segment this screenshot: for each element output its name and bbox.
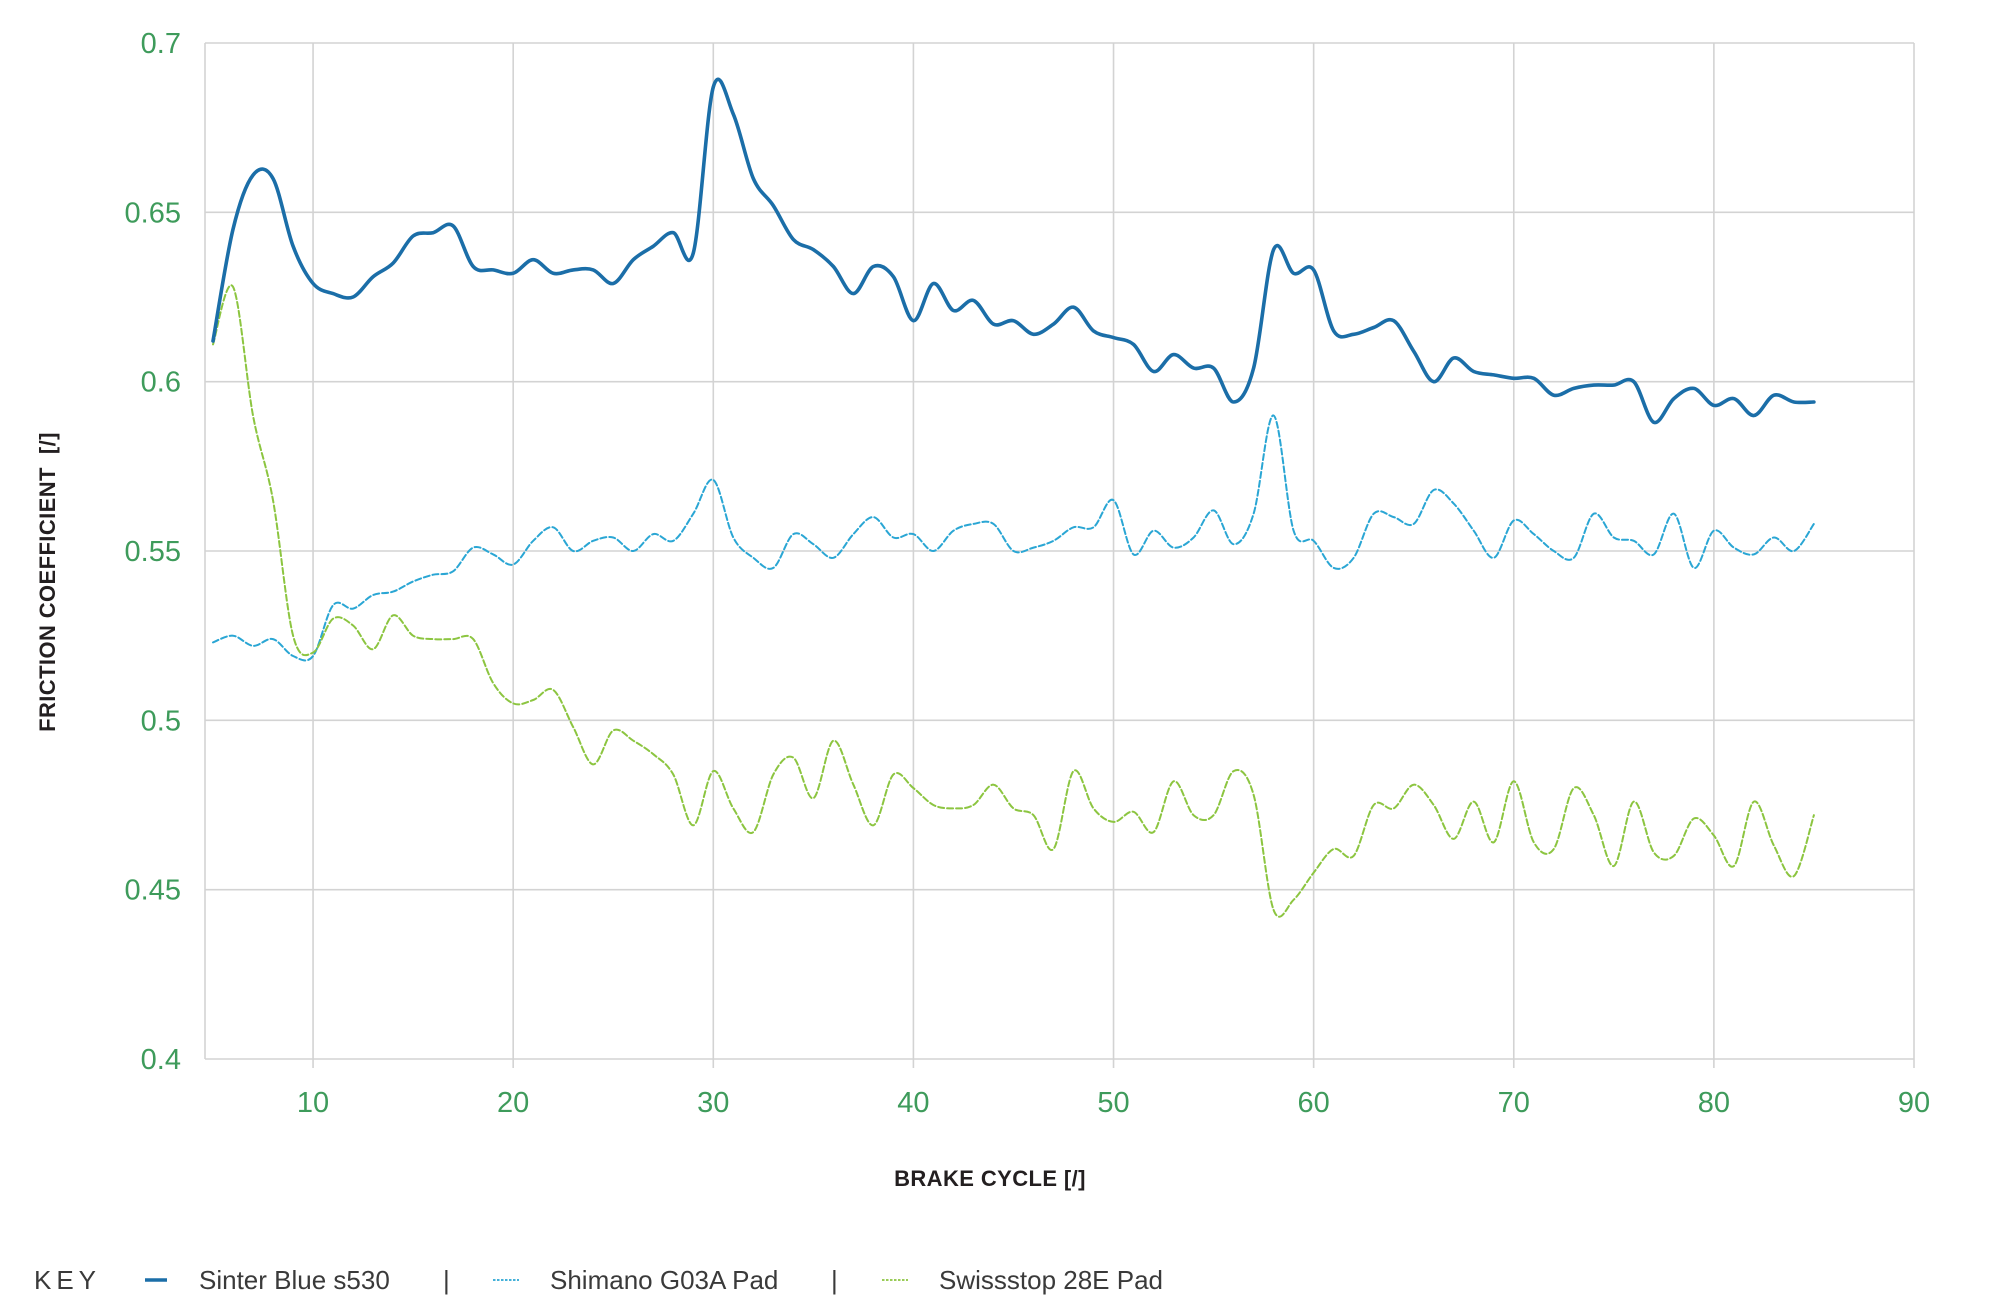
y-tick-label: 0.65 <box>125 197 181 229</box>
y-tick-label: 0.55 <box>125 536 181 568</box>
y-tick-label: 0.6 <box>141 367 181 399</box>
x-tick-label: 70 <box>1498 1087 1530 1119</box>
x-tick-label: 50 <box>1097 1087 1129 1119</box>
x-tick-label: 30 <box>697 1087 729 1119</box>
y-tick-label: 0.5 <box>141 705 181 737</box>
y-axis-title: FRICTION COEFFICIENT [/] <box>35 432 60 732</box>
series-line-sinter-blue-s530 <box>211 77 1816 425</box>
x-tick-label: 60 <box>1298 1087 1330 1119</box>
x-tick-label: 40 <box>897 1087 929 1119</box>
legend-label-swissstop-28e-pad: Swissstop 28E Pad <box>939 1265 1164 1295</box>
x-axis-title: BRAKE CYCLE [/] <box>894 1166 1086 1191</box>
legend-swatch-sinter-blue-s530 <box>145 1264 167 1296</box>
grid-layer <box>204 42 1915 1068</box>
legend-swatch-swissstop-28e-pad <box>882 1264 908 1296</box>
legend-label-sinter-blue-s530: Sinter Blue s530 <box>199 1265 390 1295</box>
x-tick-label: 80 <box>1698 1087 1730 1119</box>
tick-label-layer: 0.4 0.45 0.5 0.55 0.6 0.65 0.7 10 20 30 40 50 60 70 80… <box>125 28 1931 1119</box>
series-line-swissstop-28e-pad <box>212 284 1815 918</box>
series-layer <box>211 77 1816 918</box>
legend: KEY Sinter Blue s530 | Shimano G03A Pad … <box>0 1264 2000 1296</box>
legend-label-shimano-g03a-pad: Shimano G03A Pad <box>550 1265 779 1295</box>
x-tick-label: 10 <box>297 1087 329 1119</box>
x-tick-label: 90 <box>1898 1087 1930 1119</box>
series-line-shimano-g03a-pad <box>212 414 1815 662</box>
y-tick-label: 0.4 <box>141 1044 181 1076</box>
legend-swatch-shimano-g03a-pad <box>493 1264 519 1296</box>
legend-title: KEY <box>34 1265 102 1295</box>
x-tick-label: 20 <box>497 1087 529 1119</box>
y-tick-label: 0.45 <box>125 875 181 907</box>
y-tick-label: 0.7 <box>141 28 181 60</box>
legend-separator: | <box>831 1265 838 1295</box>
legend-separator: | <box>443 1265 450 1295</box>
